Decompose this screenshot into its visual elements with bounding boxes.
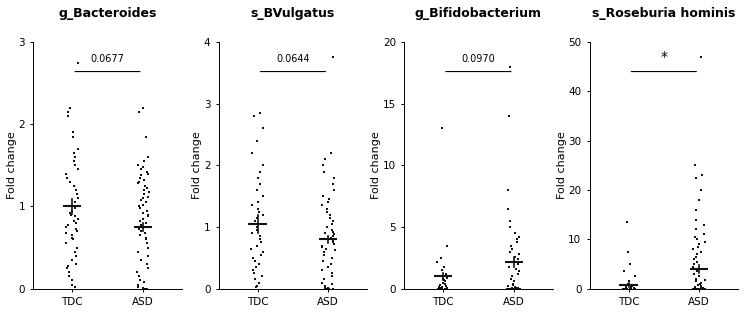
Y-axis label: Fold change: Fold change xyxy=(192,132,203,199)
Y-axis label: Fold change: Fold change xyxy=(557,132,567,199)
Text: 0.0677: 0.0677 xyxy=(91,54,124,64)
Text: 0.0970: 0.0970 xyxy=(462,54,495,64)
Y-axis label: Fold change: Fold change xyxy=(7,132,17,199)
Title: g_Bacteroides: g_Bacteroides xyxy=(58,7,156,20)
Y-axis label: Fold change: Fold change xyxy=(371,132,381,199)
Title: g_Bifidobacterium: g_Bifidobacterium xyxy=(415,7,542,20)
Text: 0.0644: 0.0644 xyxy=(276,54,310,64)
Text: *: * xyxy=(660,50,668,64)
Title: s_BVulgatus: s_BVulgatus xyxy=(251,7,335,20)
Title: s_Roseburia hominis: s_Roseburia hominis xyxy=(592,7,735,20)
